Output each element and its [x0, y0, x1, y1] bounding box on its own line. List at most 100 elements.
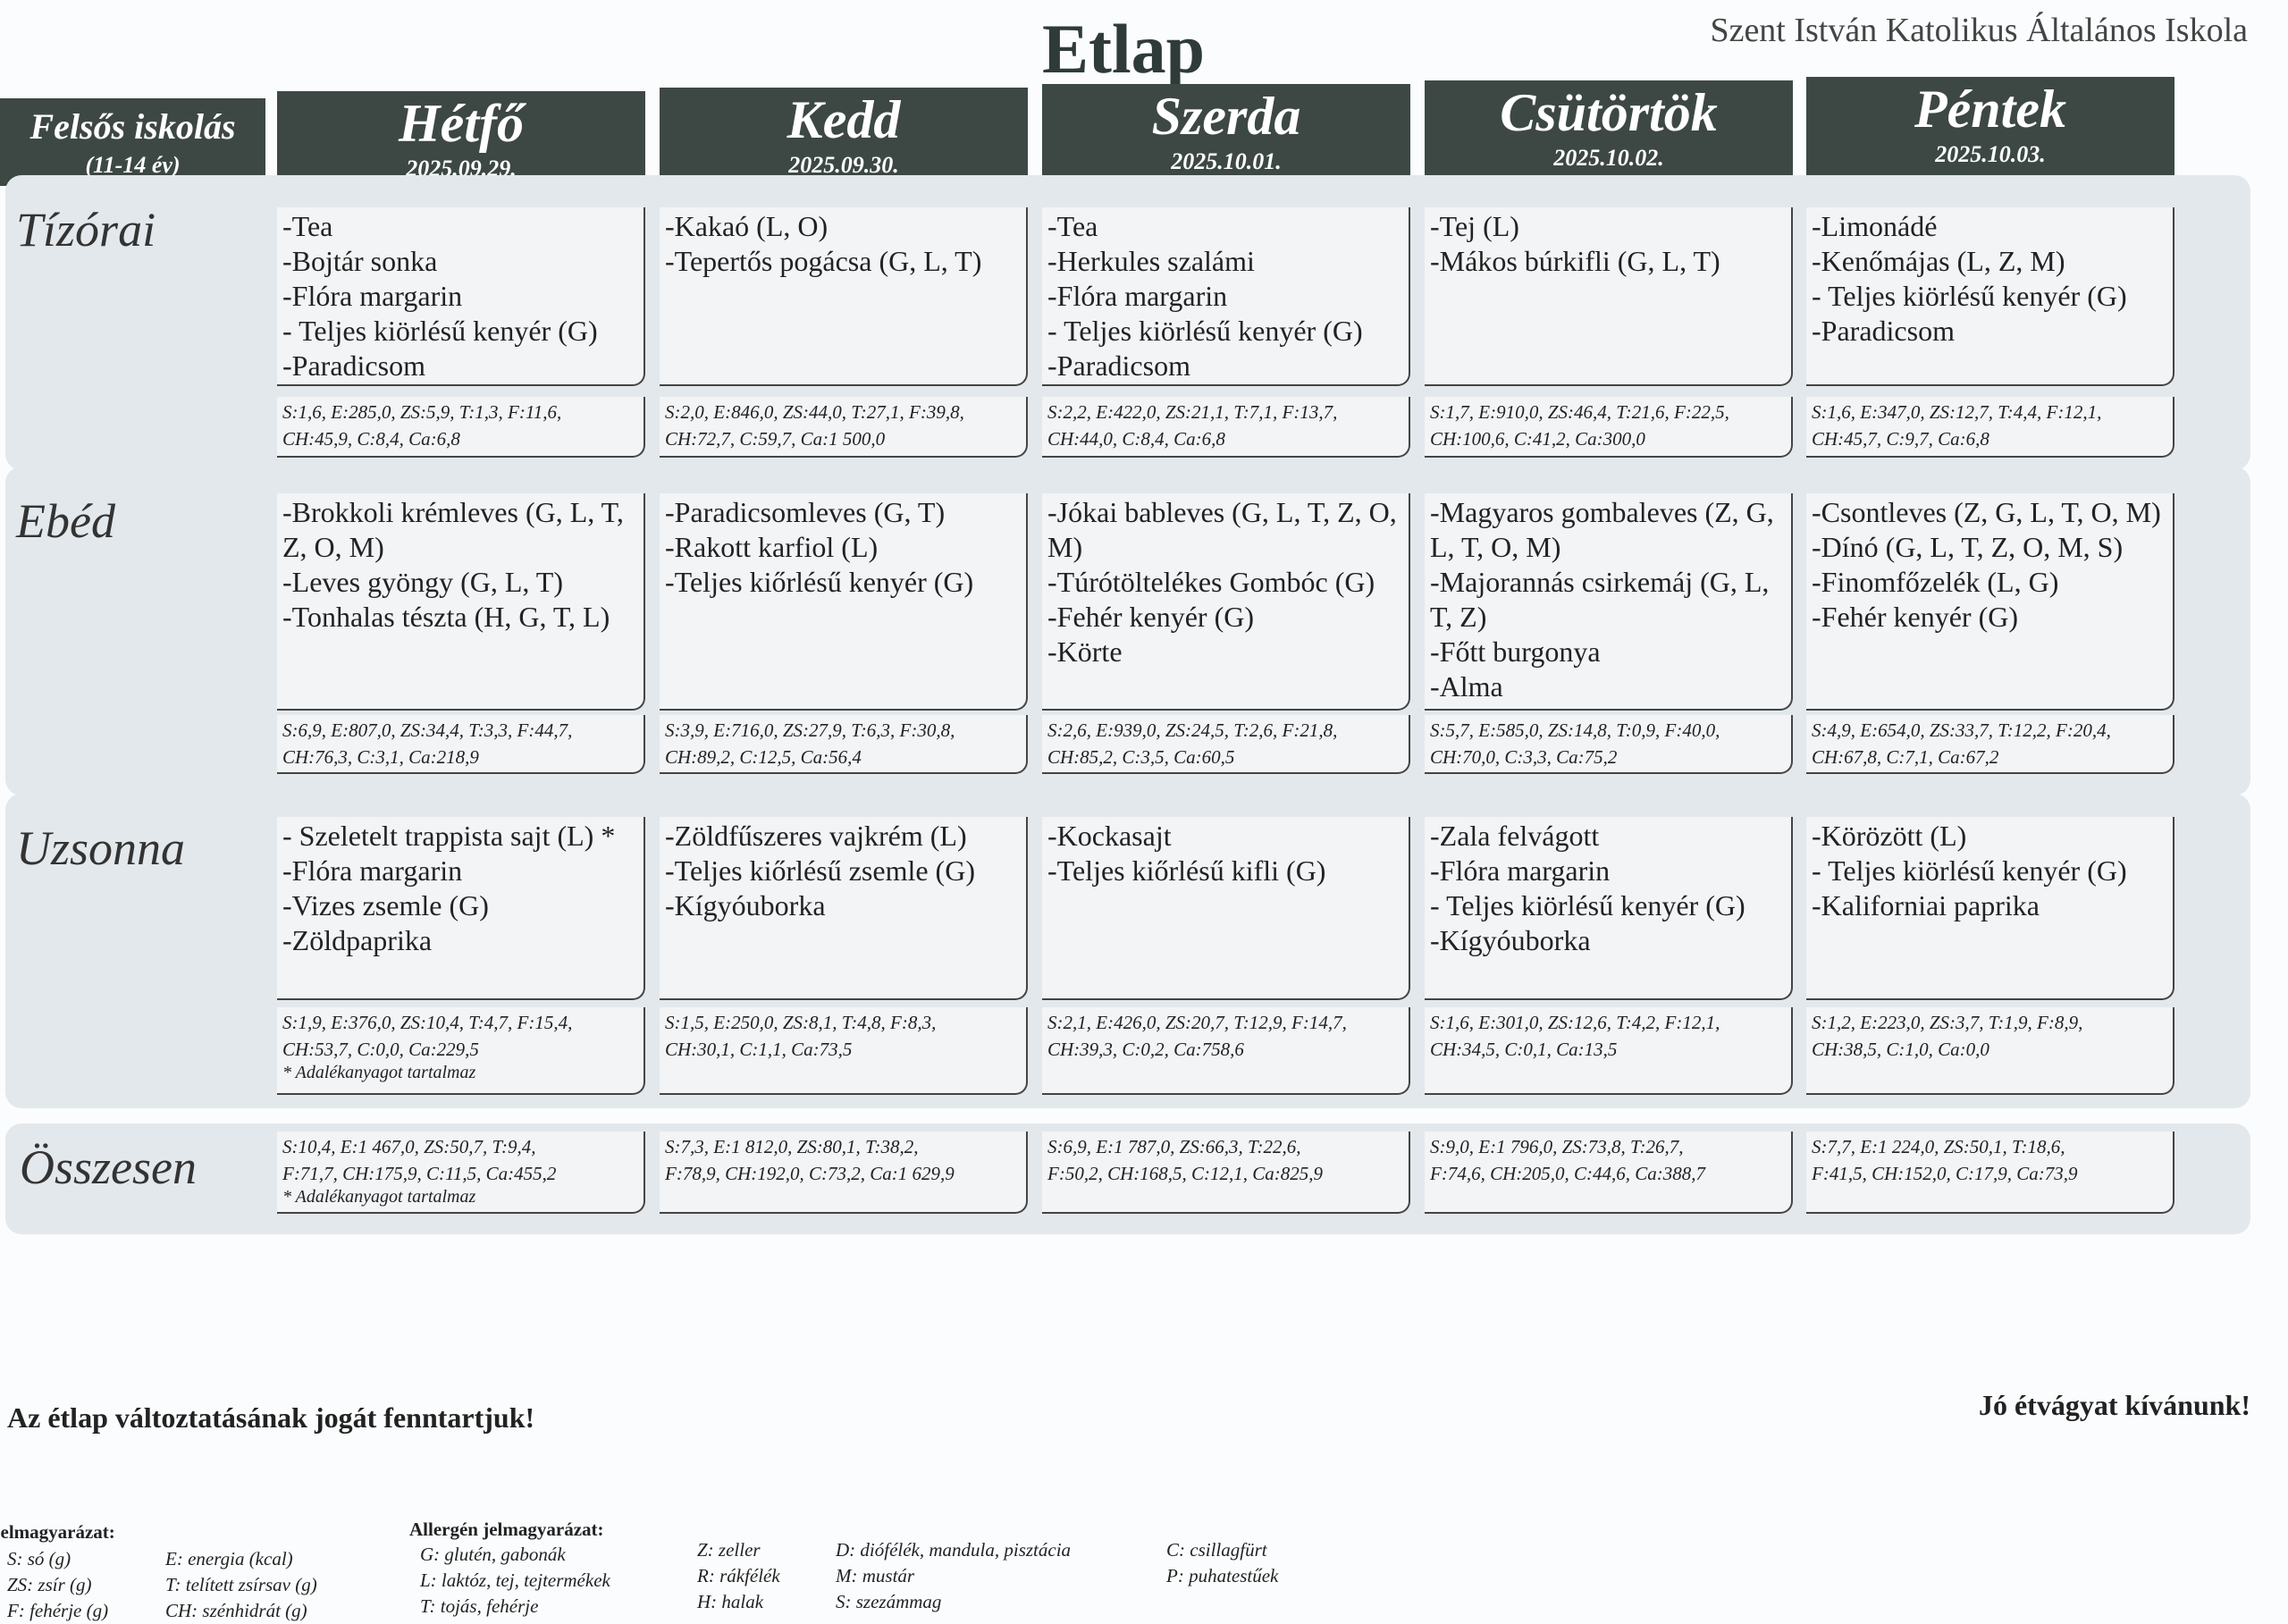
menu-item: - Teljes kiörlésű kenyér (G) [1812, 280, 2127, 312]
menu-box: -Kockasajt -Teljes kiőrlésű kifli (G) [1042, 817, 1410, 1000]
allergen-entry: M: mustár [836, 1565, 915, 1586]
nutrition-line: S:5,7, E:585,0, ZS:14,8, T:0,9, F:40,0, [1430, 719, 1720, 741]
menu-box: -Csontleves (Z, G, L, T, O, M) -Dínó (G, … [1806, 493, 2174, 711]
menu-item: -Paradicsom [282, 349, 425, 382]
menu-item: - Teljes kiörlésű kenyér (G) [1812, 854, 2127, 887]
allergen-entry: P: puhatestűek [1166, 1565, 1279, 1586]
nutrition-line: CH:45,9, C:8,4, Ca:6,8 [282, 428, 460, 450]
menu-item: -Tea [282, 210, 333, 242]
total-label: Összesen [20, 1140, 197, 1194]
nutrition-box: S:1,6, E:301,0, ZS:12,6, T:4,2, F:12,1, C… [1425, 1007, 1793, 1095]
nutrition-box: S:2,6, E:939,0, ZS:24,5, T:2,6, F:21,8, C… [1042, 715, 1410, 774]
menu-item: -Paradicsom [1812, 315, 1955, 347]
day-header: Csütörtök 2025.10.02. [1425, 80, 1793, 183]
menu-item: -Tej (L) [1430, 210, 1519, 242]
nutrition-line: F:74,6, CH:205,0, C:44,6, Ca:388,7 [1430, 1163, 1705, 1184]
menu-item: -Teljes kiőrlésű kenyér (G) [665, 566, 974, 598]
day-date: 2025.09.30. [788, 152, 899, 178]
day-name: Hétfő [399, 94, 524, 153]
legend-entry: ZS: zsír (g) [7, 1574, 92, 1595]
nutrition-line: F:71,7, CH:175,9, C:11,5, Ca:455,2 [282, 1163, 557, 1184]
menu-item: -Zöldfűszeres vajkrém (L) [665, 820, 967, 852]
nutrition-line: CH:89,2, C:12,5, Ca:56,4 [665, 746, 862, 768]
menu-item: - Teljes kiörlésű kenyér (G) [1047, 315, 1363, 347]
nutrition-line: S:2,2, E:422,0, ZS:21,1, T:7,1, F:13,7, [1047, 401, 1338, 423]
legend-title: Jelmagyarázat: [0, 1519, 115, 1545]
nutrition-box: S:1,6, E:347,0, ZS:12,7, T:4,4, F:12,1, C… [1806, 397, 2174, 458]
nutrition-line: CH:72,7, C:59,7, Ca:1 500,0 [665, 428, 886, 450]
nutrition-line: S:2,1, E:426,0, ZS:20,7, T:12,9, F:14,7, [1047, 1012, 1347, 1033]
nutrition-line: CH:45,7, C:9,7, Ca:6,8 [1812, 428, 1989, 450]
nutrition-line: CH:76,3, C:3,1, Ca:218,9 [282, 746, 479, 768]
menu-box: -Jókai bableves (G, L, T, Z, O, M) -Túrót… [1042, 493, 1410, 711]
menu-box: -Tea -Herkules szalámi -Flóra margarin - Te… [1042, 207, 1410, 386]
menu-item: -Paradicsom [1047, 349, 1190, 382]
day-name: Csütörtök [1500, 83, 1718, 142]
nutrition-line: CH:100,6, C:41,2, Ca:300,0 [1430, 428, 1645, 450]
nutrition-line: CH:67,8, C:7,1, Ca:67,2 [1812, 746, 1999, 768]
allergen-entry: L: laktóz, tej, tejtermékek [420, 1569, 610, 1591]
allergen-entry: H: halak [697, 1591, 764, 1612]
menu-box: -Tej (L) -Mákos búrkifli (G, L, T) [1425, 207, 1793, 386]
greeting: Jó étvágyat kívánunk! [1978, 1389, 2250, 1421]
menu-item: -Zöldpaprika [282, 924, 433, 956]
menu-item: -Vizes zsemle (G) [282, 889, 489, 921]
menu-item: -Brokkoli krémleves (G, L, T, Z, O, M) [282, 496, 624, 563]
menu-item: -Finomfőzelék (L, G) [1812, 566, 2059, 598]
nutrition-box: S:7,7, E:1 224,0, ZS:50,1, T:18,6, F:41,5… [1806, 1132, 2174, 1214]
legend-entry: S: só (g) [7, 1548, 72, 1569]
menu-item: -Kenőmájas (L, Z, M) [1812, 245, 2065, 277]
menu-item: -Fehér kenyér (G) [1812, 601, 2018, 633]
menu-item: - Teljes kiörlésű kenyér (G) [1430, 889, 1745, 921]
allergen-entry: D: diófélék, mandula, pisztácia [836, 1539, 1072, 1561]
menu-item: - Teljes kiörlésű kenyér (G) [282, 315, 598, 347]
menu-item: -Tonhalas tészta (H, G, T, L) [282, 601, 610, 633]
nutrition-line: F:50,2, CH:168,5, C:12,1, Ca:825,9 [1047, 1163, 1323, 1184]
nutrition-line: F:78,9, CH:192,0, C:73,2, Ca:1 629,9 [665, 1163, 955, 1184]
day-header: Kedd 2025.09.30. [660, 88, 1028, 183]
nutrition-box: S:2,1, E:426,0, ZS:20,7, T:12,9, F:14,7,… [1042, 1007, 1410, 1095]
nutrition-box: S:9,0, E:1 796,0, ZS:73,8, T:26,7, F:74,6… [1425, 1132, 1793, 1214]
menu-item: -Alma [1430, 670, 1503, 703]
day-header: Hétfő 2025.09.29. [277, 91, 645, 183]
school-name: Szent István Katolikus Általános Iskola [1710, 12, 2248, 49]
menu-item: -Flóra margarin [1047, 280, 1228, 312]
nutrition-box: S:5,7, E:585,0, ZS:14,8, T:0,9, F:40,0, C… [1425, 715, 1793, 774]
nutrition-box: S:1,2, E:223,0, ZS:3,7, T:1,9, F:8,9, CH:… [1806, 1007, 2174, 1095]
disclaimer: Az étlap változtatásának jogát fenntartj… [7, 1401, 535, 1434]
nutrition-box: S:1,5, E:250,0, ZS:8,1, T:4,8, F:8,3, CH:… [660, 1007, 1028, 1095]
menu-item: -Flóra margarin [1430, 854, 1611, 887]
menu-item: -Fehér kenyér (G) [1047, 601, 1254, 633]
nutrition-line: S:1,6, E:285,0, ZS:5,9, T:1,3, F:11,6, [282, 401, 562, 423]
day-date: 2025.10.01. [1171, 148, 1282, 174]
menu-item: -Magyaros gombaleves (Z, G, L, T, O, M) [1430, 496, 1774, 563]
menu-item: -Flóra margarin [282, 854, 463, 887]
menu-box: -Zala felvágott -Flóra margarin - Teljes k… [1425, 817, 1793, 1000]
day-header: Péntek 2025.10.03. [1806, 77, 2174, 183]
day-date: 2025.10.03. [1935, 141, 2046, 167]
menu-box: -Brokkoli krémleves (G, L, T, Z, O, M) -L… [277, 493, 645, 711]
legend-entry: CH: szénhidrát (g) [165, 1600, 307, 1621]
nutrition-line: CH:39,3, C:0,2, Ca:758,6 [1047, 1039, 1244, 1060]
meal-label: Tízórai [16, 203, 156, 257]
day-name: Péntek [1914, 80, 2066, 139]
nutrition-line: CH:70,0, C:3,3, Ca:75,2 [1430, 746, 1618, 768]
legend-entry: T: telített zsírsav (g) [165, 1574, 317, 1595]
menu-item: -Tepertős pogácsa (G, L, T) [665, 245, 982, 277]
group-age: (11-14 év) [85, 152, 181, 178]
menu-item: -Túrótöltelékes Gombóc (G) [1047, 566, 1375, 598]
nutrition-line: CH:34,5, C:0,1, Ca:13,5 [1430, 1039, 1618, 1060]
nutrition-line: S:1,6, E:347,0, ZS:12,7, T:4,4, F:12,1, [1812, 401, 2102, 423]
nutrition-line: S:7,7, E:1 224,0, ZS:50,1, T:18,6, [1812, 1136, 2065, 1157]
nutrition-box: S:2,0, E:846,0, ZS:44,0, T:27,1, F:39,8,… [660, 397, 1028, 458]
nutrition-line: S:1,9, E:376,0, ZS:10,4, T:4,7, F:15,4, [282, 1012, 573, 1033]
allergen-entry: Z: zeller [697, 1539, 761, 1561]
nutrition-box: S:7,3, E:1 812,0, ZS:80,1, T:38,2, F:78,9… [660, 1132, 1028, 1214]
menu-item: -Körözött (L) [1812, 820, 1967, 852]
legend-heading: Jelmagyarázat: [0, 1521, 115, 1543]
nutrition-line: F:41,5, CH:152,0, C:17,9, Ca:73,9 [1812, 1163, 2078, 1184]
menu-item: -Mákos búrkifli (G, L, T) [1430, 245, 1720, 277]
nutrition-line: S:1,7, E:910,0, ZS:46,4, T:21,6, F:22,5, [1430, 401, 1729, 423]
additive-note: * Adalékanyagot tartalmaz [282, 1063, 476, 1082]
nutrition-box: S:3,9, E:716,0, ZS:27,9, T:6,3, F:30,8, C… [660, 715, 1028, 774]
